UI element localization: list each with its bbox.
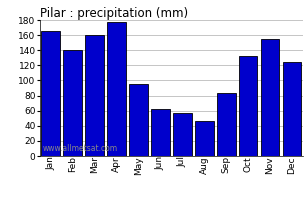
Bar bbox=[41, 31, 60, 156]
Bar bbox=[129, 84, 148, 156]
Text: www.allmetsat.com: www.allmetsat.com bbox=[43, 144, 118, 153]
Bar bbox=[283, 62, 301, 156]
Bar bbox=[107, 22, 126, 156]
Bar bbox=[195, 121, 214, 156]
Bar bbox=[217, 93, 236, 156]
Bar bbox=[63, 50, 82, 156]
Bar bbox=[85, 35, 104, 156]
Bar bbox=[151, 109, 170, 156]
Text: Pilar : precipitation (mm): Pilar : precipitation (mm) bbox=[40, 7, 188, 20]
Bar bbox=[261, 39, 279, 156]
Bar bbox=[239, 56, 257, 156]
Bar bbox=[173, 113, 192, 156]
